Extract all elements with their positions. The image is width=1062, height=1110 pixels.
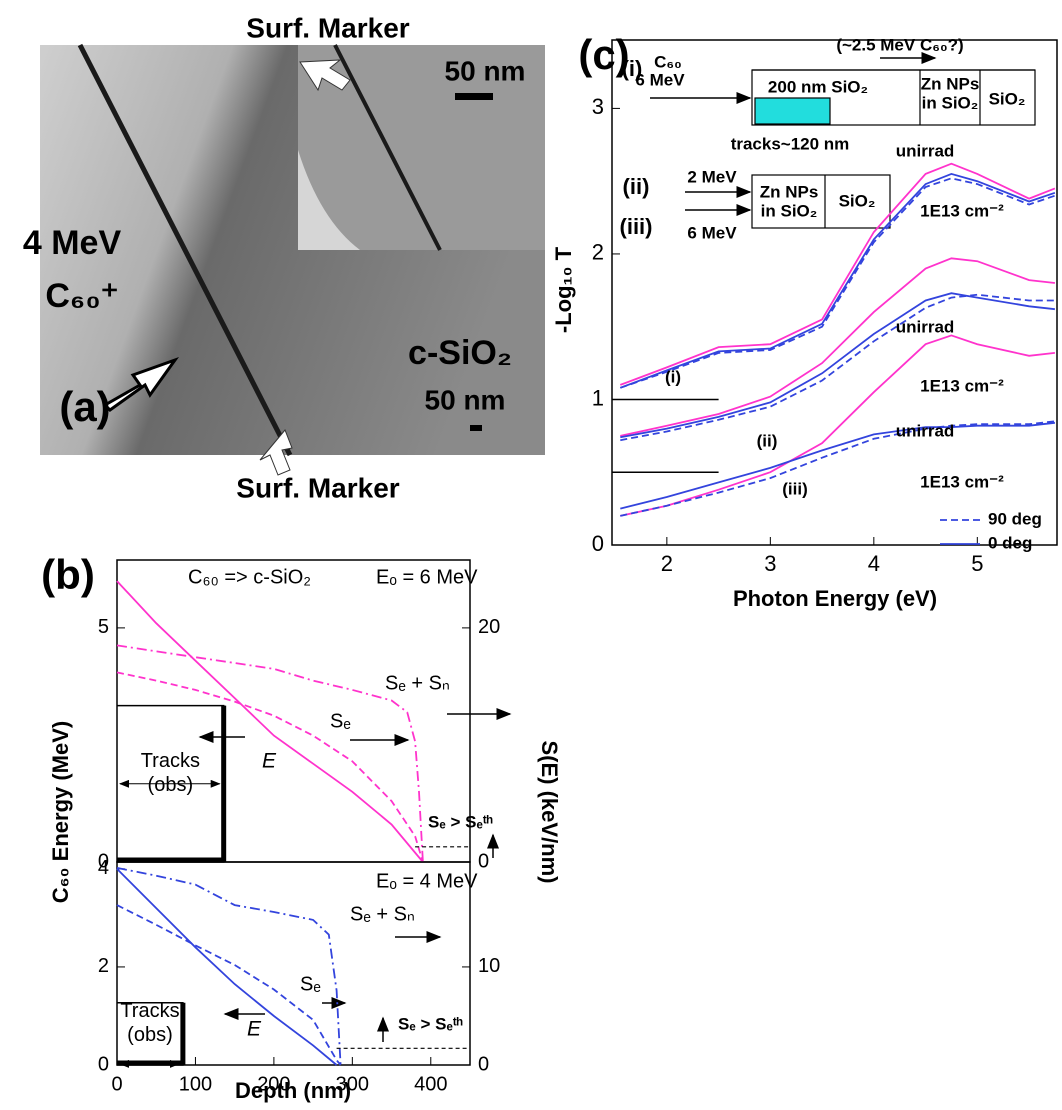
label-text: Sₑ + Sₙ [350,903,415,925]
label-text: E [247,1018,262,1041]
series-line [620,423,1055,509]
label-text: 6 MeV [635,70,685,89]
y-tick-label: 3 [592,94,604,119]
label-text: unirrad [896,317,955,336]
label-text: Photon Energy (eV) [733,586,937,611]
x-tick-label: 3 [764,551,776,576]
label-text: C₆₀ [654,52,682,71]
label-text: Sₑ + Sₙ [385,672,450,694]
x-tick-label: 5 [971,551,983,576]
y2-tick-label: 20 [478,616,500,638]
label-text: Depth (nm) [235,1078,351,1103]
y-tick-label: 2 [592,240,604,265]
y2-tick-label: 0 [478,850,489,872]
series-line [620,295,1055,441]
label-text: unirrad [896,141,955,160]
label-text: Sₑ > Sₑᵗʰ [428,812,493,831]
tracks-label: (obs) [127,1024,173,1046]
label-text: 50 nm [445,55,526,86]
tracks-label: (obs) [148,774,194,796]
y-tick-label: 0 [592,531,604,556]
label-text: Eₒ = 6 MeV [376,566,478,588]
label-text: SiO₂ [989,89,1026,108]
label-text: c-SiO₂ [408,334,512,372]
label-text: Zn NPs [760,182,819,201]
label-text: C₆₀ => c-SiO₂ [188,566,311,588]
x-tick-label: 0 [111,1073,122,1095]
label-text: Zn NPs [921,74,980,93]
label-text: Surf. Marker [246,12,409,43]
label-text: 2 MeV [687,167,737,186]
tracks-label: Tracks [120,1000,179,1022]
label-text: 1E13 cm⁻² [920,201,1004,220]
series-line [620,421,1055,516]
y-tick-label: 4 [98,857,109,879]
x-tick-label: 4 [868,551,880,576]
label-text: 1E13 cm⁻² [920,472,1004,491]
label-text: 6 MeV [687,223,737,242]
label-text: S(E) (keV/nm) [537,740,562,883]
plot-frame [612,40,1057,545]
label-text: (i) [665,367,681,386]
series-line [117,581,423,862]
x-tick-label: 100 [179,1073,212,1095]
label-text: (iii) [620,214,653,239]
x-tick-label: 2 [661,551,673,576]
tracks-label: Tracks [141,750,200,772]
label-text: unirrad [896,421,955,440]
label-text: Eₒ = 4 MeV [376,870,478,892]
plot-frame [117,560,470,862]
y-tick-label: 5 [98,616,109,638]
label-text: Sₑ [300,973,321,995]
figure: 05020Tracks(obs)0240100100200300400Track… [0,0,1062,1105]
label-text: (iii) [782,479,808,498]
label-text: 1E13 cm⁻² [920,376,1004,395]
label-text: C₆₀⁺ [45,277,118,315]
y-tick-label: 1 [592,385,604,410]
label-text: Sₑ > Sₑᵗʰ [398,1014,463,1033]
label-text: E [262,750,277,773]
label-text: in SiO₂ [922,93,979,112]
label-text: SiO₂ [839,191,876,210]
x-tick-label: 400 [414,1073,447,1095]
label-text: Sₑ [330,710,351,732]
label-text: C₆₀ Energy (MeV) [48,721,73,904]
label-text: (ii) [757,431,778,450]
label-text: 50 nm [425,384,506,415]
label-text: Surf. Marker [236,472,399,503]
label-text: tracks~120 nm [731,134,850,153]
y-tick-label: 2 [98,955,109,977]
label-text: 200 nm SiO₂ [768,77,868,96]
legend-label: 0 deg [988,533,1032,552]
legend-label: 90 deg [988,509,1042,528]
label-text: (a) [59,383,110,430]
y-tick-label: 0 [98,1053,109,1075]
label-text: (ii) [623,174,650,199]
label-text: 4 MeV [23,224,122,262]
y2-tick-label: 10 [478,955,500,977]
label-text: in SiO₂ [761,201,818,220]
y2-tick-label: 0 [478,1053,489,1075]
label-text: (~2.5 MeV C₆₀?) [836,35,963,54]
label-text: -Log₁₀ T [551,246,576,333]
label-text: (b) [41,551,95,598]
